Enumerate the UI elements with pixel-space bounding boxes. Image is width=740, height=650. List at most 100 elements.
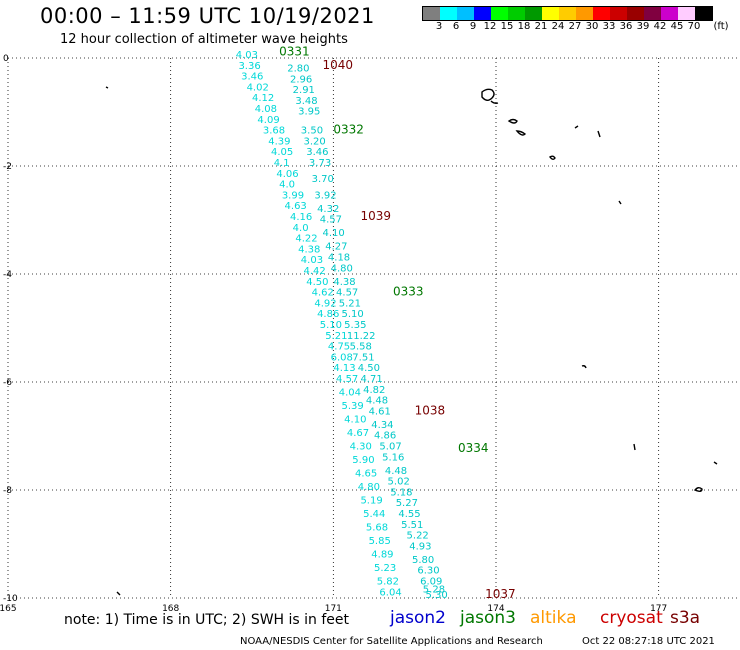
colorbar-tick-label: 24 <box>551 21 565 32</box>
swh-value-label: 4.80 <box>358 482 380 493</box>
swh-value-label: 6.30 <box>417 566 439 577</box>
lat-tick-label: -6 <box>3 378 12 388</box>
colorbar-tick-label: 39 <box>636 21 650 32</box>
coastline-fragment <box>581 365 587 369</box>
colorbar-tick-label: 6 <box>452 21 460 32</box>
swh-value-label: 3.95 <box>298 107 320 118</box>
coastline-fragment <box>713 461 718 465</box>
colorbar-tick-label: 30 <box>585 21 599 32</box>
time-marker-label: 0334 <box>458 441 489 455</box>
swh-value-label: 4.05 <box>271 147 293 158</box>
colorbar-tick-label: 70 <box>687 21 701 32</box>
swh-value-label: 4.02 <box>247 82 269 93</box>
colorbar-tick-label: 45 <box>670 21 684 32</box>
time-marker-label: 0333 <box>393 285 424 299</box>
colorbar-swatch <box>559 7 576 20</box>
coastlines <box>105 86 718 596</box>
colorbar-swatch <box>474 7 491 20</box>
map-subtitle: 12 hour collection of altimeter wave hei… <box>60 32 348 47</box>
time-markers: 0331 0332 0333 0334 1040 1039 1038 1037 <box>279 44 516 601</box>
colorbar-tick-label: 27 <box>568 21 582 32</box>
lon-tick-label: 165 <box>0 604 17 614</box>
lat-tick-label: -2 <box>3 162 12 172</box>
swh-value-label: 7.51 <box>352 352 374 363</box>
colorbar-labels: 3 6 9 12 15 18 21 24 27 30 33 36 39 42 45 70 (ft) <box>422 21 732 35</box>
swh-value-label: 4.63 <box>285 201 307 212</box>
legend-cryosat: cryosat <box>600 608 663 628</box>
footer-note: note: 1) Time is in UTC; 2) SWH is in fe… <box>64 612 350 628</box>
time-marker-label: 1040 <box>322 58 353 72</box>
coastline-fragment <box>490 100 499 104</box>
lat-tick-label: 0 <box>3 54 9 64</box>
coastline-fragment <box>105 86 109 89</box>
swh-value-label: 5.07 <box>379 442 401 453</box>
swh-value-label: 4.57 <box>320 215 342 226</box>
swh-value-label: 4.12 <box>252 93 274 104</box>
swh-value-label: 6.04 <box>379 587 401 598</box>
swh-value-label: 4.22 <box>295 234 317 245</box>
swh-value-label: 2.96 <box>290 74 312 85</box>
colorbar-tick-label: 12 <box>483 21 497 32</box>
swh-value-label: 5.27 <box>396 498 418 509</box>
colorbar-tick-label: 9 <box>469 21 477 32</box>
swh-value-label: 5.21 <box>325 331 347 342</box>
colorbar-swatch <box>627 7 644 20</box>
colorbar-tick-label: 15 <box>500 21 514 32</box>
swh-value-label: 5.10 <box>341 309 363 320</box>
swh-value-label: 4.50 <box>358 363 380 374</box>
swh-value-label: 4.03 <box>236 50 258 61</box>
swh-value-label: 4.61 <box>369 406 391 417</box>
swh-value-label: 4.48 <box>366 396 388 407</box>
coastline-fragment <box>515 130 527 136</box>
swh-value-label: 4.09 <box>257 115 279 126</box>
colorbar-unit: (ft) <box>713 21 729 32</box>
colorbar-swatch <box>525 7 542 20</box>
swh-value-label: 5.39 <box>341 401 363 412</box>
swh-colorbar <box>422 6 713 21</box>
swh-value-label: 5.10 <box>320 320 342 331</box>
swh-value-label: 5.02 <box>388 477 410 488</box>
swh-value-label: 4.1 <box>274 158 290 169</box>
colorbar-swatch <box>491 7 508 20</box>
coastline-fragment <box>597 130 601 138</box>
time-marker-label: 0332 <box>333 123 364 137</box>
colorbar-swatch <box>661 7 678 20</box>
swh-value-label: 3.36 <box>238 61 260 72</box>
swh-value-label: 5.23 <box>374 563 396 574</box>
lon-tick-label: 168 <box>162 604 179 614</box>
colorbar-swatch <box>423 7 440 20</box>
swh-value-label: 4.86 <box>317 309 339 320</box>
swh-value-label: 4.42 <box>304 266 326 277</box>
swh-value-label: 4.86 <box>374 431 396 442</box>
colorbar-swatch <box>576 7 593 20</box>
swh-value-label: 5.68 <box>366 523 388 534</box>
colorbar-tick-label: 36 <box>619 21 633 32</box>
coastline-fragment <box>574 125 579 129</box>
time-marker-label: 1039 <box>360 209 391 223</box>
generated-timestamp: Oct 22 08:27:18 UTC 2021 <box>582 636 715 647</box>
swh-value-label: 4.06 <box>276 169 298 180</box>
swh-value-label: 3.73 <box>309 158 331 169</box>
swh-value-label: 4.82 <box>363 385 385 396</box>
swh-value-label: 3.48 <box>295 96 317 107</box>
swh-value-label: 5.19 <box>360 496 382 507</box>
swh-value-label: 4.57 <box>336 374 358 385</box>
swh-value-label: 4.10 <box>322 228 344 239</box>
colorbar-tick-label: 18 <box>517 21 531 32</box>
swh-value-label: 3.46 <box>241 72 263 83</box>
colorbar-swatch <box>457 7 474 20</box>
time-marker-label: 1038 <box>415 403 446 417</box>
colorbar-tick-label: 33 <box>602 21 616 32</box>
legend-jason2: jason2 <box>390 608 446 628</box>
coastline-fragment <box>481 88 495 101</box>
swh-value-label: 5.85 <box>369 536 391 547</box>
swh-value-label: 4.39 <box>268 136 290 147</box>
colorbar-swatch <box>542 7 559 20</box>
swh-value-label: 4.62 <box>312 288 334 299</box>
swh-value-label: 4.18 <box>328 253 350 264</box>
colorbar-swatch <box>508 7 525 20</box>
swh-value-label: 4.48 <box>385 466 407 477</box>
swh-value-label: 5.80 <box>412 555 434 566</box>
swh-value-label: 5.82 <box>377 577 399 588</box>
swh-value-label: 4.57 <box>336 288 358 299</box>
